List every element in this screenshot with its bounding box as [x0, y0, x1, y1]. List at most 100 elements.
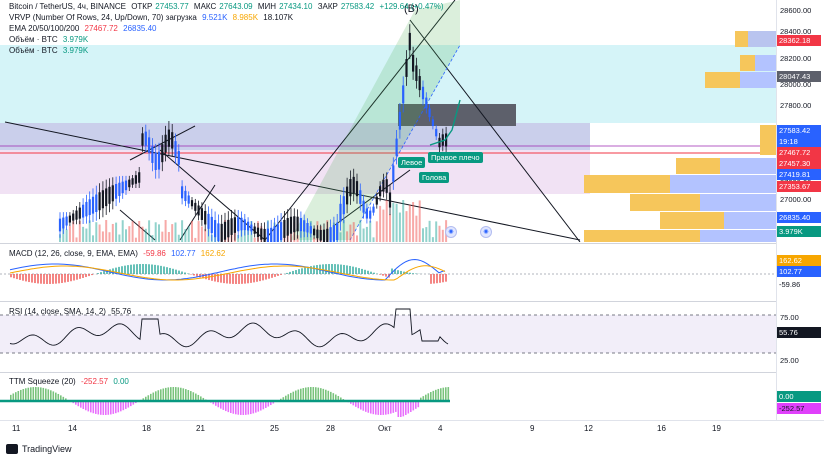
macd-histogram-bar — [34, 274, 36, 284]
pane-separator[interactable] — [0, 243, 824, 244]
macd-pane[interactable] — [0, 244, 776, 299]
volume-bar — [177, 234, 180, 242]
ttm-histogram-bar — [177, 387, 180, 401]
ttm-histogram-bar — [420, 397, 422, 401]
ema-label[interactable]: EMA 20/50/100/200 — [9, 24, 80, 33]
macd-histogram-bar — [340, 264, 342, 274]
ttm-histogram-bar — [387, 401, 390, 415]
macd-histogram-bar — [250, 274, 252, 283]
macd-histogram-bar — [235, 274, 237, 284]
price-chart-svg[interactable] — [0, 0, 776, 242]
ttm-histogram-bar — [295, 390, 297, 401]
ttm-histogram-bar — [297, 389, 300, 401]
macd-histogram-bar — [91, 274, 93, 276]
candle-body — [177, 151, 180, 165]
ttm-histogram-bar — [230, 401, 232, 414]
pane-separator[interactable] — [0, 301, 824, 302]
ttm-histogram-bar — [225, 401, 227, 412]
ttm-histogram-bar — [330, 391, 332, 401]
macd-histogram-bar — [331, 264, 333, 274]
ttm-histogram-bar — [355, 401, 357, 407]
event-flag-icon[interactable]: ◉ — [480, 226, 492, 238]
candle-body — [207, 213, 210, 229]
ttm-histogram-bar — [40, 387, 42, 401]
ttm-histogram-bar — [260, 401, 262, 411]
ttm-histogram-bar — [252, 401, 255, 414]
event-flag-icon[interactable]: ◉ — [445, 226, 457, 238]
candle-body — [128, 179, 131, 188]
time-tick: 28 — [326, 424, 335, 433]
ttm-histogram-bar — [402, 401, 405, 417]
price-axis[interactable] — [776, 0, 824, 420]
macd-histogram-bar — [211, 274, 213, 281]
ttm-histogram-bar — [110, 401, 112, 415]
candle-body — [293, 216, 296, 233]
volume-bar — [98, 224, 101, 242]
volume-bar — [194, 237, 197, 242]
volume-label[interactable]: Объём · BTC — [9, 35, 58, 44]
macd-histogram-bar — [337, 264, 339, 274]
ttm-histogram-bar — [30, 387, 32, 401]
ttm-histogram-bar — [97, 401, 100, 415]
symbol-title[interactable]: Bitcoin / TetherUS, 4ч, BINANCE — [9, 2, 126, 11]
ttm-histogram-bar — [422, 396, 425, 401]
ttm-histogram-bar — [202, 397, 205, 401]
macd-histogram-bar — [73, 274, 75, 281]
candle-body — [134, 175, 137, 184]
macd-histogram-bar — [295, 270, 297, 274]
ttm-histogram-bar — [147, 395, 150, 401]
candle-body — [425, 97, 428, 109]
macd-histogram-bar — [307, 266, 309, 274]
vrvp-label[interactable]: VRVP (Number Of Rows, 24, Up/Down, 70) з… — [9, 13, 197, 22]
rsi-value-tag: 55.76 — [777, 327, 821, 338]
candle-body — [253, 226, 256, 234]
ttm-histogram-bar — [190, 391, 192, 401]
volume-bar — [313, 237, 316, 242]
macd-histogram-bar — [16, 274, 18, 280]
volume-bar — [184, 229, 187, 242]
ttm-histogram-bar — [282, 397, 285, 401]
volume-bar — [398, 212, 401, 242]
rsi-label[interactable]: RSI (14, close, SMA, 14, 2) — [9, 307, 106, 316]
macd-histogram-bar — [67, 274, 69, 282]
macd-label[interactable]: MACD (12, 26, close, 9, EMA, EMA) — [9, 249, 138, 258]
macd-histogram-bar — [241, 274, 243, 284]
ttm-histogram-bar — [120, 401, 122, 412]
ttm-pane[interactable] — [0, 373, 776, 417]
candle-body — [392, 165, 395, 182]
pane-separator[interactable] — [0, 372, 824, 373]
time-axis[interactable] — [0, 420, 824, 441]
ttm-histogram-bar — [375, 401, 377, 415]
ttm-label[interactable]: TTM Squeeze (20) — [9, 377, 76, 386]
candle-body — [329, 227, 332, 242]
macd-histogram-bar — [313, 265, 315, 274]
volume-label-2[interactable]: Объём · BTC — [9, 46, 58, 55]
rsi-pane[interactable] — [0, 303, 776, 371]
ema-row: EMA 20/50/100/200 27467.72 26835.40 — [9, 24, 157, 33]
ttm-histogram-bar — [45, 388, 47, 401]
macd-histogram-bar — [304, 267, 306, 274]
candle-body — [111, 185, 114, 202]
ttm-histogram-bar — [57, 393, 60, 401]
ttm-histogram-bar — [62, 396, 65, 401]
price-chart-pane[interactable]: (B) Левое Правое плечо Голова ◉ ◉ — [0, 0, 776, 242]
macd-histogram-bar — [379, 274, 381, 275]
macd-histogram-bar — [10, 274, 12, 278]
candle-body — [270, 227, 273, 242]
macd-histogram-bar — [361, 268, 363, 274]
head-label: Голова — [419, 172, 450, 183]
candle-body — [418, 76, 421, 91]
ttm-histogram-bar — [65, 398, 67, 401]
macd-histogram-bar — [19, 274, 21, 280]
ttm-histogram-bar — [417, 401, 420, 408]
volume-bar — [88, 220, 91, 242]
ttm-histogram-bar — [80, 401, 82, 408]
macd-histogram-bar — [193, 274, 195, 276]
volume-bar — [379, 205, 382, 242]
ttm-histogram-bar — [392, 401, 395, 413]
volume-bar — [385, 200, 388, 242]
tradingview-brand[interactable]: TradingView — [6, 444, 72, 454]
ttm-histogram-bar — [175, 387, 177, 401]
ttm-histogram-bar — [150, 393, 152, 401]
ttm-histogram-bar — [440, 388, 442, 401]
